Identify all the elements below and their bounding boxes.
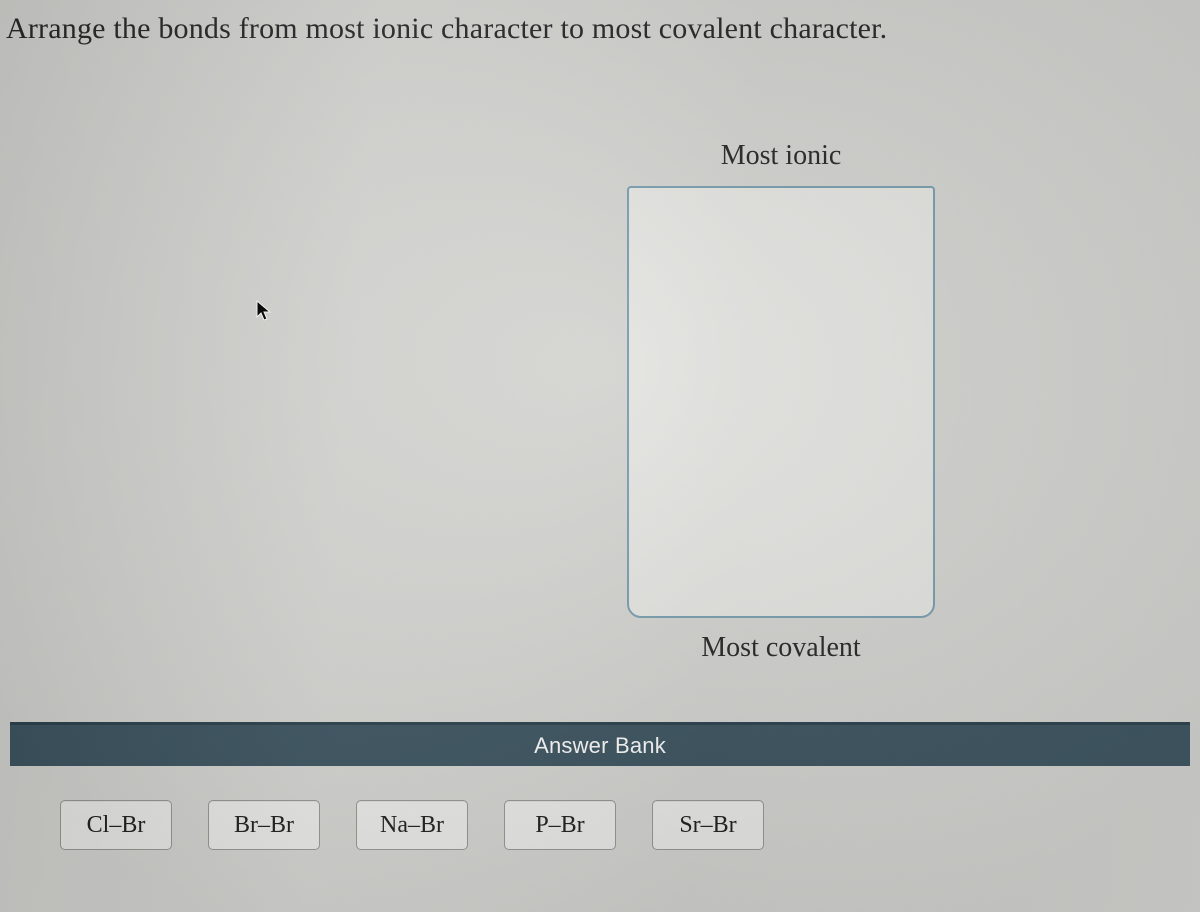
tile-br-br[interactable]: Br–Br [208,800,320,850]
tile-cl-br[interactable]: Cl–Br [60,800,172,850]
top-rank-label: Most ionic [627,140,935,172]
answer-bank-tiles: Cl–Br Br–Br Na–Br P–Br Sr–Br [60,800,764,850]
cursor-icon [256,300,272,322]
ranking-drop-box[interactable] [627,186,935,618]
answer-bank-header: Answer Bank [10,722,1190,766]
question-text: Arrange the bonds from most ionic charac… [6,12,887,46]
tile-sr-br[interactable]: Sr–Br [652,800,764,850]
ranking-drop-area: Most ionic Most covalent [627,140,935,664]
bottom-rank-label: Most covalent [627,632,935,664]
tile-na-br[interactable]: Na–Br [356,800,468,850]
tile-p-br[interactable]: P–Br [504,800,616,850]
